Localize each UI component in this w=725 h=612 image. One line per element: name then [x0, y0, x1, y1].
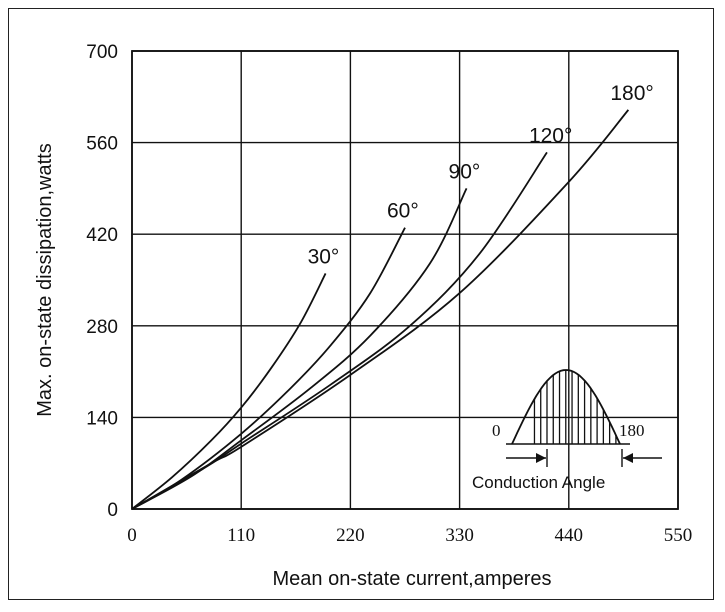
curve-label: 180°: [610, 82, 653, 105]
chart-frame: [8, 8, 714, 600]
chart-ticks: 0 110 220 330 440 550 0 140 280 420 560 700: [86, 42, 692, 546]
x-tick-label: 110: [227, 525, 255, 546]
curve-label: 120°: [529, 124, 572, 147]
plot-border: [131, 50, 679, 510]
curve-60deg: [131, 227, 406, 510]
y-tick-label: 700: [86, 42, 118, 63]
y-axis-label: Max. on-state dissipation,watts: [34, 143, 56, 416]
y-tick-label: 560: [86, 134, 118, 155]
inset-label-left: 0: [492, 421, 501, 440]
curve-30deg: [131, 273, 327, 510]
curve-label: 90°: [449, 160, 481, 183]
curve-label: 60°: [387, 200, 419, 223]
curve-120deg: [131, 151, 548, 510]
curve-label: 30°: [308, 245, 340, 268]
chart-curves: [131, 109, 630, 510]
inset-arrow-right-head: [623, 453, 633, 463]
x-tick-label: 440: [555, 525, 584, 546]
y-tick-label: 0: [107, 500, 118, 521]
x-axis-label: Mean on-state current,amperes: [272, 568, 551, 590]
y-tick-label: 420: [86, 225, 118, 246]
chart-grid: [131, 50, 679, 510]
curve-90deg: [131, 188, 468, 510]
x-tick-label: 550: [664, 525, 693, 546]
x-tick-label: 0: [127, 525, 137, 546]
curve-180deg: [131, 109, 630, 510]
inset-caption: Conduction Angle: [472, 473, 605, 492]
inset-arrow-left-head: [536, 453, 546, 463]
x-tick-label: 330: [445, 525, 474, 546]
conduction-angle-inset: 0 180 Conduction Angle: [472, 369, 662, 492]
chart-curve-labels: 30° 60° 90° 120° 180°: [308, 82, 654, 269]
y-tick-label: 140: [86, 408, 118, 429]
inset-waveform: [511, 369, 621, 445]
plot-area-border: [131, 50, 679, 510]
inset-label-right: 180: [619, 421, 645, 440]
y-tick-label: 280: [86, 317, 118, 338]
x-tick-label: 220: [336, 525, 365, 546]
